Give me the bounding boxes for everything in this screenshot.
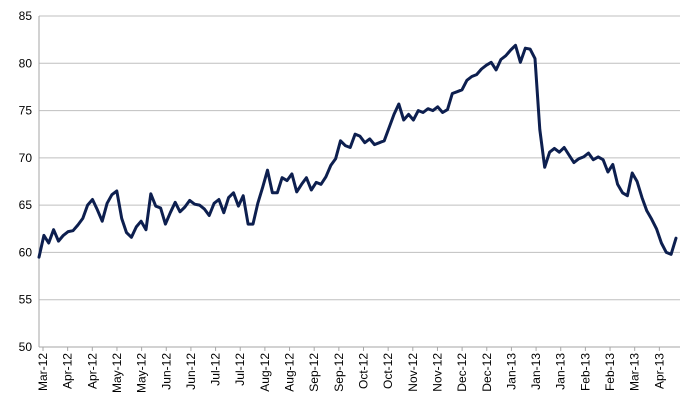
y-tick-label: 80 xyxy=(19,56,33,70)
x-tick-label: Aug-12 xyxy=(258,353,272,392)
x-tick-label: Apr-13 xyxy=(652,353,666,389)
y-tick-label: 65 xyxy=(19,198,33,212)
gridlines xyxy=(39,15,680,301)
x-tick-label: Nov-12 xyxy=(406,353,420,392)
series-line xyxy=(37,43,678,259)
x-tick-label: Feb-13 xyxy=(603,353,617,391)
x-tick-label: Nov-12 xyxy=(430,353,444,392)
x-tick-label: Oct-12 xyxy=(381,353,395,389)
x-tick-label: Dec-12 xyxy=(455,353,469,392)
y-tick-label: 60 xyxy=(19,245,33,259)
x-tick-label: Oct-12 xyxy=(357,353,371,389)
x-axis-tick-labels: Mar-12 Apr-12 Apr-12 May-12 May-12 Jun-12 Jun-… xyxy=(36,347,666,393)
x-tick-label: Jun-12 xyxy=(184,353,198,390)
x-tick-label: Jun-12 xyxy=(159,353,173,390)
y-tick-label: 85 xyxy=(19,9,33,23)
x-tick-label: Feb-13 xyxy=(578,353,592,391)
x-tick-label: Mar-13 xyxy=(628,353,642,391)
x-tick-label: Jul-12 xyxy=(233,353,247,386)
y-axis-tick-labels: 50 55 60 65 70 75 80 85 xyxy=(19,9,33,354)
x-tick-label: Jan-13 xyxy=(554,353,568,390)
y-tick-label: 75 xyxy=(19,104,33,118)
x-tick-label: Jul-12 xyxy=(209,353,223,386)
x-tick-label: Dec-12 xyxy=(480,353,494,392)
x-tick-label: Apr-12 xyxy=(61,353,75,389)
x-tick-label: Mar-12 xyxy=(36,353,50,391)
x-tick-label: Aug-12 xyxy=(283,353,297,392)
y-tick-label: 70 xyxy=(19,151,33,165)
y-tick-label: 55 xyxy=(19,293,33,307)
x-tick-label: Sep-12 xyxy=(307,353,321,392)
x-tick-label: Jan-13 xyxy=(529,353,543,390)
x-tick-label: May-12 xyxy=(110,353,124,393)
x-tick-label: Sep-12 xyxy=(332,353,346,392)
y-tick-label: 50 xyxy=(19,340,33,354)
x-tick-label: May-12 xyxy=(135,353,149,393)
x-tick-label: Jan-13 xyxy=(504,353,518,390)
x-tick-label: Apr-12 xyxy=(85,353,99,389)
